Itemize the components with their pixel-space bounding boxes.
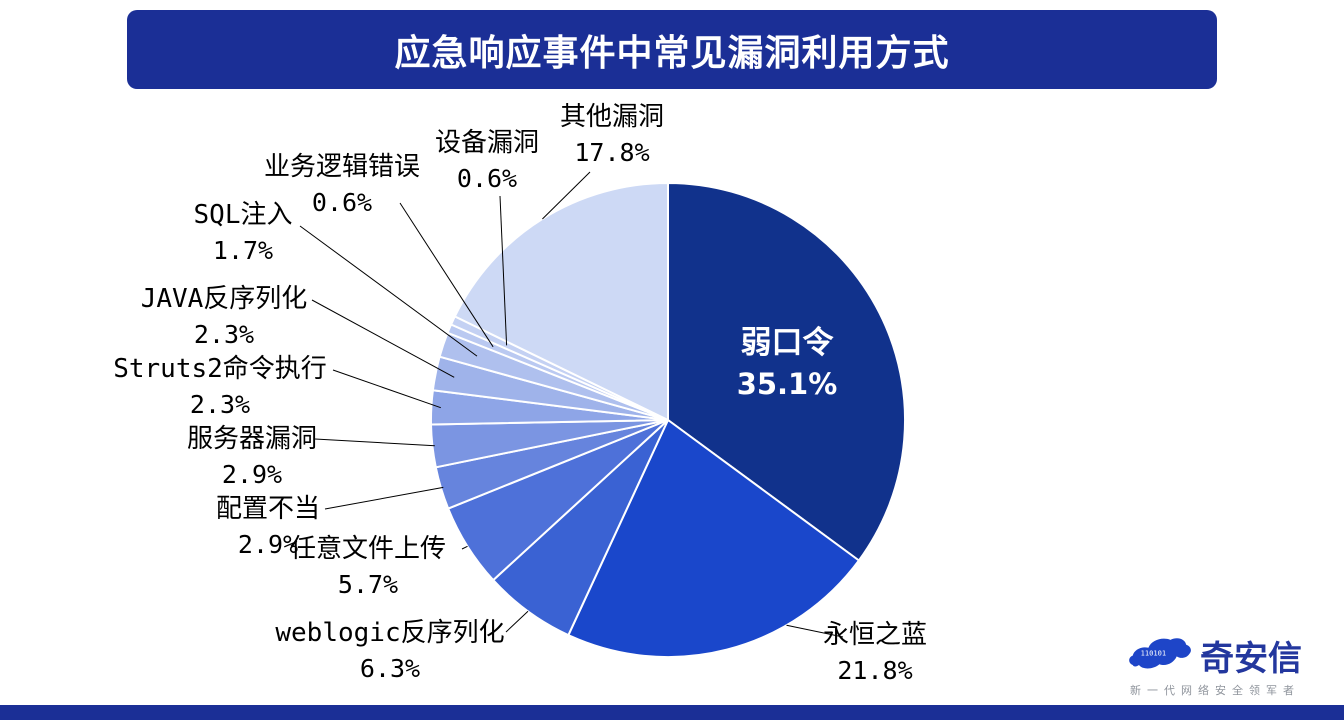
pie-slice-1	[667, 182, 907, 562]
brand-name: 奇安信	[1200, 639, 1302, 679]
logo-top-row: 110101 奇安信	[1128, 632, 1302, 676]
leader-line-7	[332, 369, 441, 409]
pie-slice-12	[453, 182, 669, 421]
leader-line-11	[499, 195, 508, 346]
leader-line-2	[786, 624, 844, 638]
footer-bar	[0, 705, 1344, 720]
chart-title: 应急响应事件中常见漏洞利用方式	[394, 32, 950, 74]
leader-line-5	[324, 486, 444, 510]
leader-line-10	[399, 202, 494, 348]
leader-line-9	[299, 225, 478, 357]
tiger-icon: 110101	[1129, 638, 1191, 669]
leader-line-8	[311, 299, 455, 378]
brand-tagline: 新一代网络安全领军者	[1130, 684, 1300, 697]
leader-line-3	[505, 610, 529, 633]
leader-line-12	[542, 171, 591, 220]
leader-line-6	[314, 438, 435, 447]
chart-title-banner: 应急响应事件中常见漏洞利用方式	[127, 10, 1217, 89]
tiger-binary-text: 110101	[1141, 649, 1167, 658]
qianxin-logo: 110101 奇安信 新一代网络安全领军者	[1128, 632, 1302, 698]
tiger-body-shape	[1129, 638, 1191, 669]
leader-line-4	[461, 545, 468, 550]
